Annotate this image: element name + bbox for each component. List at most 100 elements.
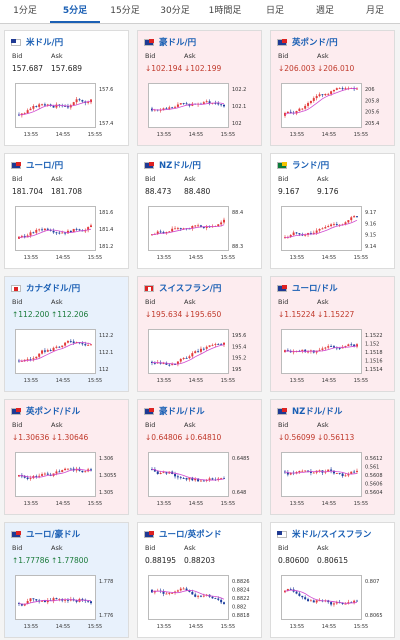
candle-body — [324, 93, 327, 96]
card-header: ランド/円 — [277, 158, 329, 172]
tab-timeframe[interactable]: 週足 — [315, 6, 334, 16]
x-tick-label: 14:55 — [189, 378, 203, 384]
ask-label: Ask — [317, 544, 329, 552]
candle-body — [194, 594, 197, 597]
mini-candlestick-chart: 0.6485 0.648 13:55 14:55 15:55 — [148, 452, 259, 510]
y-tick-label: 0.882 — [232, 605, 246, 611]
candle-body — [217, 478, 220, 480]
candle-body — [301, 349, 304, 352]
candle-body — [214, 103, 217, 104]
rate-card[interactable]: カナダドル/円 Bid Ask ↑112.200 ↑112.206 112.2 1… — [4, 276, 129, 392]
candle-body — [298, 233, 301, 235]
candle-body — [159, 473, 162, 475]
candle-body — [151, 361, 153, 363]
tab-timeframe[interactable]: 15分足 — [110, 6, 140, 16]
pair-name[interactable]: ユーロ/ドル — [292, 284, 338, 294]
candle-body — [208, 345, 211, 347]
pair-name[interactable]: 英ポンド/ドル — [26, 407, 81, 417]
candle-body — [191, 353, 194, 357]
ask-value: 9.176 — [317, 187, 339, 196]
candle-body — [72, 228, 75, 233]
rate-card[interactable]: スイスフラン/円 Bid Ask ↓195.634 ↓195.650 195.6… — [137, 276, 262, 392]
candle-body — [324, 347, 327, 349]
pair-name[interactable]: 豪ドル/円 — [159, 38, 197, 48]
rate-card[interactable]: NZドル/円 Bid Ask 88.473 88.480 88.4 88.3 13:… — [137, 153, 262, 269]
candle-body — [208, 101, 211, 104]
rate-card[interactable]: ユーロ/豪ドル Bid Ask ↑1.77786 ↑1.77800 1.778 1… — [4, 522, 129, 638]
candle-body — [304, 470, 307, 472]
y-tick-label: 0.8822 — [232, 596, 250, 602]
candle-body — [179, 103, 182, 105]
rate-card[interactable]: 豪ドル/ドル Bid Ask ↓0.64806 ↓0.64810 0.6485 0… — [137, 399, 262, 515]
bid-value: ↑112.200 — [12, 310, 50, 319]
candle-body — [38, 104, 41, 107]
rate-card[interactable]: 英ポンド/円 Bid Ask ↓206.003 ↓206.010 206 205.… — [270, 30, 395, 146]
candle-body — [81, 343, 84, 345]
candle-body — [55, 346, 58, 348]
y-tick-label: 0.8818 — [232, 613, 250, 619]
candle-body — [191, 103, 194, 106]
bid-label: Bid — [12, 175, 23, 183]
pair-name[interactable]: 米ドル/円 — [26, 38, 64, 48]
pair-name[interactable]: ランド/円 — [292, 161, 330, 171]
rate-card[interactable]: NZドル/ドル Bid Ask ↓0.56099 ↓0.56113 0.5612… — [270, 399, 395, 515]
rate-card[interactable]: 豪ドル/円 Bid Ask ↓102.194 ↓102.199 102.2 102… — [137, 30, 262, 146]
pair-name[interactable]: ユーロ/円 — [26, 161, 64, 171]
candle-body — [176, 228, 179, 230]
pair-name[interactable]: ユーロ/豪ドル — [26, 530, 81, 540]
bid-value: 9.167 — [278, 187, 300, 196]
y-tick-label: 157.6 — [99, 87, 113, 93]
candle-body — [220, 344, 223, 346]
pair-name[interactable]: NZドル/ドル — [292, 407, 343, 417]
candle-body — [26, 110, 29, 114]
rate-card[interactable]: 英ポンド/ドル Bid Ask ↓1.30636 ↓1.30646 1.306 1… — [4, 399, 129, 515]
candle-body — [197, 351, 200, 353]
candle-body — [182, 103, 185, 104]
candle-body — [64, 468, 67, 471]
y-tick-label: 1.306 — [99, 456, 113, 462]
rate-card[interactable]: ランド/円 Bid Ask 9.167 9.176 9.17 9.16 9.15 9.… — [270, 153, 395, 269]
bid-value: 0.88195 — [145, 556, 177, 565]
eu-icon — [144, 530, 154, 538]
candle-body — [46, 473, 49, 475]
tab-timeframe[interactable]: 1時間足 — [208, 6, 242, 16]
candle-body — [46, 600, 49, 603]
pair-name[interactable]: NZドル/円 — [159, 161, 201, 171]
candle-body — [35, 476, 38, 477]
ask-label: Ask — [317, 175, 329, 183]
candle-body — [64, 342, 67, 346]
moving-average-line — [284, 219, 358, 238]
tab-timeframe[interactable]: 月足 — [365, 6, 384, 16]
rate-card[interactable]: 米ドル/スイスフラン Bid Ask 0.80600 0.80615 0.807… — [270, 522, 395, 638]
rate-card[interactable]: ユーロ/ドル Bid Ask ↓1.15224 ↓1.15227 1.1522 1… — [270, 276, 395, 392]
tab-timeframe[interactable]: 1分足 — [13, 6, 37, 16]
pair-name[interactable]: 米ドル/スイスフラン — [292, 530, 372, 540]
candle-body — [217, 224, 220, 227]
pair-name[interactable]: 英ポンド/円 — [292, 38, 338, 48]
candle-body — [199, 225, 202, 227]
candle-body — [29, 359, 32, 361]
rate-card[interactable]: ユーロ/円 Bid Ask 181.704 181.708 181.6 181.4… — [4, 153, 129, 269]
candle-body — [75, 342, 78, 343]
pair-name[interactable]: スイスフラン/円 — [159, 284, 222, 294]
tab-timeframe[interactable]: 5分足 — [50, 0, 100, 23]
candle-body — [309, 471, 312, 473]
rate-card[interactable]: ユーロ/英ポンド Bid Ask 0.88195 0.88203 0.8826 0… — [137, 522, 262, 638]
pair-name[interactable]: カナダドル/円 — [26, 284, 81, 294]
mini-candlestick-chart: 1.778 1.776 13:55 14:55 15:55 — [15, 575, 126, 633]
candle-body — [55, 598, 58, 600]
x-tick-label: 14:55 — [189, 501, 203, 507]
candle-body — [188, 477, 191, 480]
candle-body — [332, 470, 335, 474]
tab-timeframe[interactable]: 30分足 — [160, 6, 190, 16]
rate-card[interactable]: 米ドル/円 Bid Ask 157.687 157.689 157.6 157.4… — [4, 30, 129, 146]
tab-timeframe[interactable]: 日足 — [265, 6, 284, 16]
ask-label: Ask — [51, 421, 63, 429]
candle-body — [90, 99, 92, 103]
plot-frame — [281, 575, 362, 620]
mini-candlestick-chart: 181.6 181.4 181.2 13:55 14:55 15:55 — [15, 206, 126, 264]
gb-icon — [277, 38, 287, 46]
pair-name[interactable]: ユーロ/英ポンド — [159, 530, 222, 540]
y-tick-label: 1.778 — [99, 579, 113, 585]
pair-name[interactable]: 豪ドル/ドル — [159, 407, 205, 417]
